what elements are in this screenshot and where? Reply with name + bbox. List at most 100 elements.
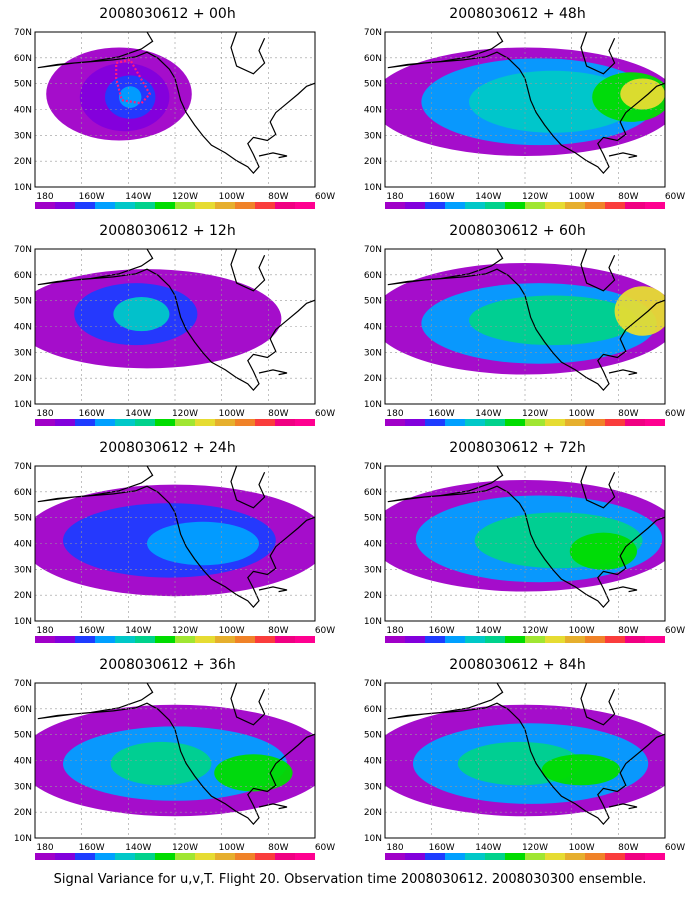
colorbar-swatch: [175, 853, 195, 860]
lat-tick-label: 40N: [14, 106, 32, 116]
colorbar-label: 2.2: [69, 428, 80, 429]
lon-tick-label: 180: [386, 409, 403, 419]
lon-tick-label: 180: [36, 409, 53, 419]
lon-tick-label: 60W: [665, 409, 685, 419]
colorbar-swatch: [485, 419, 505, 426]
colorbar-swatch: [385, 636, 405, 643]
panel-title: 2008030612 + 12h: [99, 223, 236, 239]
lat-tick-label: 60N: [14, 271, 32, 281]
lon-tick-label: 160W: [429, 626, 455, 636]
figure-caption: Signal Variance for u,v,T. Flight 20. Ob…: [53, 872, 647, 887]
panel-title: 2008030612 + 24h: [99, 440, 236, 456]
lon-tick-label: 180: [36, 626, 53, 636]
cuba-outline: [258, 152, 288, 159]
lon-tick-label: 60W: [315, 192, 335, 202]
lat-tick-label: 10N: [14, 183, 32, 193]
lat-tick-label: 70N: [14, 462, 32, 472]
map-svg: 70N 60N 50N 40N 30N 20N 10N 180 160W 140W 120W 100W…: [14, 679, 335, 863]
variance-contour: [620, 78, 665, 110]
lat-tick-label: 50N: [14, 297, 32, 307]
lat-tick-label: 20N: [364, 591, 382, 601]
colorbar-swatch: [35, 636, 55, 643]
colorbar-swatch: [465, 636, 485, 643]
map-frame: [384, 31, 666, 188]
colorbar-swatch: [275, 853, 295, 860]
colorbar-label: 1.6: [49, 862, 61, 863]
lat-tick-label: 50N: [14, 80, 32, 90]
lat-tick-label: 40N: [364, 540, 382, 550]
colorbar-label: 29: [271, 862, 280, 863]
colorbar-swatch: [295, 202, 315, 209]
colorbar-label: 6.3: [149, 428, 160, 429]
colorbar-label: 1.6: [399, 211, 411, 212]
colorbar-swatch: [625, 853, 645, 860]
colorbar-label: 9: [543, 645, 547, 646]
lon-tick-label: 160W: [79, 409, 105, 419]
colorbar-label: 11: [211, 428, 220, 429]
lon-tick-label: 160W: [79, 843, 105, 853]
map-frame: [34, 248, 316, 405]
lon-tick-label: 160W: [429, 192, 455, 202]
colorbar-label: 4: [463, 862, 468, 863]
lat-tick-label: 40N: [14, 757, 32, 767]
cuba-outline: [258, 369, 288, 376]
lon-tick-label: 80W: [268, 843, 288, 853]
colorbar-label: 11: [211, 645, 220, 646]
lon-tick-label: 140W: [125, 843, 151, 853]
colorbar-label: 21: [601, 211, 610, 212]
colorbar-swatch: [55, 202, 75, 209]
colorbar-label: 29: [271, 428, 280, 429]
map-frame: [34, 465, 316, 622]
lon-tick-label: 80W: [268, 192, 288, 202]
colorbar-label: 4: [463, 645, 468, 646]
colorbar-label: 40: [641, 862, 650, 863]
colorbar-swatch: [585, 419, 605, 426]
hudson-bay-outline: [230, 32, 266, 75]
colorbar-label: 9: [193, 428, 197, 429]
colorbar-label: 2.2: [69, 211, 80, 212]
coastline: [37, 249, 315, 392]
colorbar-label: 4: [113, 862, 118, 863]
map-panel: 2008030612 + 84h 70N 60N 50N 40N 30N 20N 10N 180…: [350, 651, 685, 863]
colorbar-swatch: [75, 636, 95, 643]
colorbar-swatch: [625, 419, 645, 426]
colorbar-label: 4: [113, 428, 118, 429]
map-frame: [34, 31, 316, 188]
colorbar-swatch: [405, 853, 425, 860]
coastline: [37, 32, 315, 175]
colorbar-swatch: [75, 202, 95, 209]
colorbar-swatch: [255, 853, 275, 860]
lon-tick-label: 180: [386, 843, 403, 853]
colorbar-label: 2.2: [419, 862, 430, 863]
colorbar-label: 1.6: [49, 428, 61, 429]
colorbar-label: 21: [251, 645, 260, 646]
colorbar-swatch: [235, 636, 255, 643]
colorbar-swatch: [35, 853, 55, 860]
lat-tick-label: 10N: [364, 183, 382, 193]
colorbar-label: 40: [291, 211, 300, 212]
lon-tick-label: 80W: [618, 192, 638, 202]
lat-tick-label: 30N: [14, 348, 32, 358]
colorbar-swatch: [175, 202, 195, 209]
cuba-outline: [258, 586, 288, 593]
colorbar-label: 11: [211, 862, 220, 863]
colorbar-label: 14: [581, 645, 590, 646]
coastline: [37, 683, 315, 826]
colorbar-swatch: [505, 853, 525, 860]
colorbar-label: 4: [113, 645, 118, 646]
colorbar-swatch: [235, 419, 255, 426]
variance-contour: [614, 286, 665, 336]
lat-tick-label: 10N: [14, 834, 32, 844]
colorbar-swatch: [645, 636, 665, 643]
colorbar-swatch: [255, 202, 275, 209]
lat-tick-label: 10N: [14, 400, 32, 410]
lat-tick-label: 30N: [14, 131, 32, 141]
panel-title: 2008030612 + 36h: [99, 657, 236, 673]
colorbar-label: 4: [463, 211, 468, 212]
colorbar-swatch: [35, 202, 55, 209]
colorbar-label: 6.3: [149, 211, 160, 212]
colorbar-swatch: [465, 853, 485, 860]
colorbar-label: 2.2: [69, 645, 80, 646]
map-panel: 2008030612 + 36h 70N 60N 50N 40N 30N 20N 10N 180…: [0, 651, 335, 863]
colorbar-label: 29: [621, 645, 630, 646]
